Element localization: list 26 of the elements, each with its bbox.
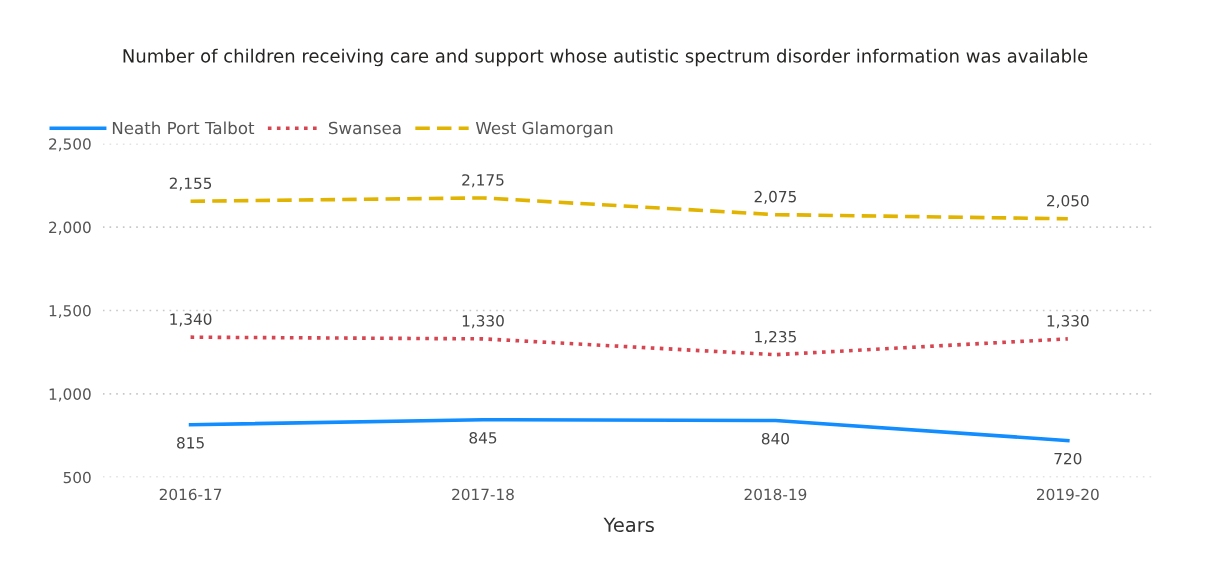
legend-label: West Glamorgan [475, 121, 613, 138]
y-tick-label: 2,000 [49, 221, 91, 235]
y-tick-label: 2,500 [49, 138, 91, 152]
data-label: 2,155 [169, 177, 212, 191]
data-label: 815 [177, 437, 204, 449]
chart-title: Number of children receiving care and support whose autistic spectrum disorder information was available [123, 48, 1088, 67]
y-tick-label: 1,500 [49, 304, 91, 319]
y-tick-label: 1,000 [49, 388, 91, 402]
x-axis-title: Years [603, 517, 654, 533]
data-label: 1,330 [462, 315, 504, 329]
y-tick-label: 500 [63, 471, 91, 484]
data-label: 840 [761, 432, 789, 445]
x-tick-label: 2018-19 [744, 488, 807, 501]
x-tick-label: 2016-17 [159, 488, 222, 501]
data-label: 1,235 [755, 330, 796, 345]
legend-label: Neath Port Talbot [112, 121, 255, 135]
data-label: 1,330 [1047, 315, 1089, 329]
data-label: 1,340 [170, 313, 212, 327]
data-label: 2,075 [754, 190, 796, 204]
x-tick-label: 2017-18 [452, 488, 514, 501]
data-label: 720 [1054, 452, 1082, 465]
x-tick-label: 2019-20 [1037, 488, 1099, 501]
data-label: 845 [469, 432, 497, 444]
data-label: 2,050 [1047, 195, 1089, 209]
data-label: 2,175 [462, 174, 504, 188]
legend-label: Swansea [328, 121, 401, 135]
